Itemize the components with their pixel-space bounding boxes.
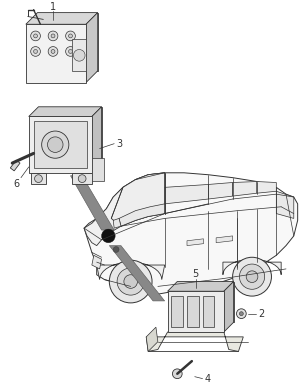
- Polygon shape: [223, 259, 281, 275]
- Polygon shape: [10, 160, 20, 171]
- Polygon shape: [29, 107, 102, 117]
- Text: 2: 2: [258, 309, 264, 319]
- Polygon shape: [86, 13, 98, 82]
- Circle shape: [68, 34, 72, 38]
- Circle shape: [173, 369, 182, 378]
- Polygon shape: [187, 239, 204, 246]
- Polygon shape: [92, 107, 102, 173]
- Circle shape: [51, 34, 55, 38]
- Polygon shape: [29, 117, 92, 173]
- Circle shape: [124, 275, 138, 288]
- Circle shape: [239, 312, 243, 316]
- Polygon shape: [224, 281, 234, 332]
- Polygon shape: [276, 191, 294, 218]
- Text: 1: 1: [50, 2, 56, 12]
- Polygon shape: [168, 281, 234, 291]
- Polygon shape: [38, 107, 102, 163]
- Polygon shape: [203, 296, 214, 327]
- Circle shape: [117, 268, 144, 295]
- Text: 6: 6: [13, 179, 19, 189]
- Circle shape: [33, 50, 37, 54]
- Polygon shape: [97, 262, 165, 280]
- Polygon shape: [72, 173, 92, 184]
- Circle shape: [113, 246, 119, 253]
- Circle shape: [31, 47, 41, 56]
- Polygon shape: [208, 182, 233, 199]
- Text: 4: 4: [204, 373, 211, 383]
- Polygon shape: [26, 24, 86, 82]
- Polygon shape: [172, 296, 183, 327]
- Polygon shape: [168, 291, 224, 332]
- Polygon shape: [33, 121, 87, 168]
- Polygon shape: [146, 327, 158, 352]
- Circle shape: [48, 31, 58, 41]
- Polygon shape: [84, 173, 298, 294]
- Polygon shape: [187, 296, 199, 327]
- Polygon shape: [177, 281, 234, 322]
- Polygon shape: [119, 204, 165, 226]
- Circle shape: [109, 260, 152, 303]
- Circle shape: [35, 175, 42, 182]
- Polygon shape: [71, 176, 114, 230]
- Circle shape: [66, 47, 75, 56]
- Circle shape: [73, 50, 85, 61]
- Circle shape: [42, 131, 69, 158]
- Circle shape: [102, 229, 115, 243]
- Polygon shape: [37, 13, 98, 71]
- Text: 5: 5: [192, 269, 199, 279]
- Circle shape: [51, 50, 55, 54]
- Polygon shape: [257, 182, 276, 193]
- Polygon shape: [216, 236, 233, 243]
- Circle shape: [48, 137, 63, 152]
- Circle shape: [48, 47, 58, 56]
- Text: 3: 3: [116, 139, 122, 149]
- Circle shape: [31, 31, 41, 41]
- Polygon shape: [233, 182, 257, 196]
- Circle shape: [246, 271, 258, 283]
- Polygon shape: [111, 173, 165, 226]
- Polygon shape: [31, 173, 46, 184]
- Circle shape: [78, 175, 86, 182]
- Polygon shape: [92, 255, 102, 269]
- Circle shape: [66, 31, 75, 41]
- Circle shape: [239, 264, 265, 289]
- Circle shape: [236, 309, 246, 318]
- Circle shape: [33, 34, 37, 38]
- Polygon shape: [26, 13, 98, 24]
- Polygon shape: [113, 218, 121, 228]
- Polygon shape: [165, 184, 208, 204]
- Polygon shape: [92, 158, 103, 181]
- Polygon shape: [146, 332, 243, 352]
- Circle shape: [233, 257, 271, 296]
- Circle shape: [68, 50, 72, 54]
- Polygon shape: [109, 246, 165, 301]
- Polygon shape: [84, 173, 165, 246]
- Polygon shape: [72, 39, 86, 71]
